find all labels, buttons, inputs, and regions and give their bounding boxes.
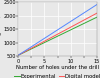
Legend: Experimental, Digital model, Analytical model: Experimental, Digital model, Analytical … xyxy=(14,74,100,78)
X-axis label: Number of holes under the drill: Number of holes under the drill xyxy=(16,65,99,70)
Y-axis label: Peeling force, Fz: Peeling force, Fz xyxy=(0,8,2,51)
